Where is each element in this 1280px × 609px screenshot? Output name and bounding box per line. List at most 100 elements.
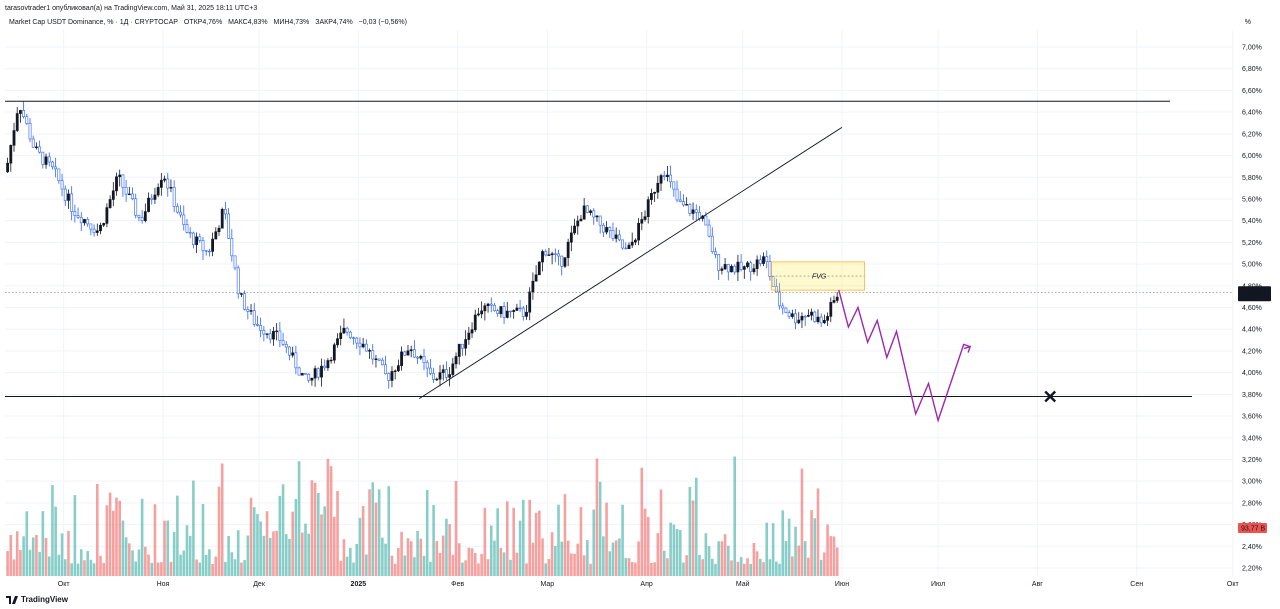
volume-bar — [496, 508, 499, 576]
candle-body — [348, 331, 352, 338]
candle-body — [672, 181, 676, 190]
volume-bar — [582, 555, 586, 576]
volume-bar — [28, 549, 32, 576]
volume-bar — [473, 553, 477, 576]
volume-bar — [371, 482, 375, 576]
volume-bar — [570, 553, 573, 576]
volume-bar — [92, 563, 96, 576]
candle-body — [92, 228, 96, 233]
candle-body — [509, 310, 512, 313]
candle-body — [15, 113, 19, 131]
candle-body — [541, 251, 544, 263]
y-tick-label: 3,80% — [1242, 392, 1262, 399]
candle-body — [342, 327, 346, 334]
candle-body — [473, 314, 477, 330]
volume-bar — [682, 562, 685, 576]
volume-bar — [54, 506, 57, 576]
candle-body — [22, 110, 26, 117]
volume-bar — [345, 556, 349, 576]
candle-body — [156, 187, 160, 196]
volume-bar — [108, 492, 112, 576]
volume-bar — [829, 536, 833, 576]
volume-bar — [409, 541, 413, 576]
y-tick-label: 5,20% — [1242, 240, 1262, 247]
volume-bar — [710, 558, 714, 576]
candle-body — [630, 241, 634, 246]
candle-body — [634, 239, 637, 243]
candle-body — [742, 266, 746, 270]
y-tick-label: 6,00% — [1242, 153, 1262, 160]
candle-body — [211, 238, 214, 252]
volume-bar — [384, 543, 387, 576]
candle-body — [249, 310, 253, 312]
volume-bar — [800, 468, 804, 576]
candle-body — [105, 207, 109, 224]
volume-bar — [400, 531, 403, 576]
candle-body — [54, 166, 58, 170]
volume-bar — [730, 560, 733, 576]
volume-bar — [726, 545, 730, 576]
candle-body — [627, 244, 631, 250]
tradingview-logo[interactable]: TradingView — [6, 595, 68, 604]
candle-body — [457, 343, 461, 357]
candle-body — [137, 214, 141, 218]
volume-bar — [723, 534, 727, 576]
volume-bar — [794, 526, 797, 576]
volume-bar — [281, 484, 285, 576]
candle-body — [451, 363, 455, 375]
candle-body — [198, 236, 202, 241]
candle-body — [499, 306, 503, 315]
volume-bar — [541, 538, 544, 576]
volume-bar — [448, 524, 451, 576]
volume-bar — [115, 497, 118, 576]
y-tick-label: 2,20% — [1242, 566, 1262, 573]
volume-bar — [592, 509, 596, 576]
volume-bar — [249, 497, 253, 576]
volume-bar — [374, 502, 378, 576]
volume-bar — [403, 555, 407, 576]
candle-body — [653, 191, 657, 194]
volume-bar — [614, 540, 618, 576]
candle-body — [393, 370, 397, 372]
candle-body — [60, 180, 64, 190]
volume-bar — [775, 561, 778, 576]
y-tick-label: 5,80% — [1242, 175, 1262, 182]
volume-bar — [233, 559, 237, 576]
volume-bar — [246, 535, 250, 576]
candle-body — [832, 300, 836, 303]
volume-bar — [278, 495, 282, 576]
volume-bar — [813, 518, 817, 576]
volume-bar — [179, 554, 182, 576]
candle-body — [47, 156, 51, 163]
candle-body — [445, 369, 448, 378]
volume-bar — [621, 504, 624, 576]
volume-bar — [83, 560, 86, 576]
volume-bar — [416, 530, 419, 576]
candle-body — [589, 210, 592, 213]
candle-body — [829, 302, 833, 317]
candle-body — [169, 187, 173, 189]
volume-bar — [73, 495, 77, 576]
ohlc-high: МАКС4,83% — [228, 19, 268, 26]
brand-label: TradingView — [21, 595, 68, 604]
volume-bar — [650, 562, 653, 576]
symbol-name[interactable]: Market Cap USDT Dominance, % · 1Д · CRYP… — [9, 19, 178, 26]
price-scale-unit[interactable]: % — [1244, 19, 1251, 26]
candle-body — [118, 174, 122, 178]
candle-body — [291, 352, 295, 356]
candle-body — [150, 197, 154, 200]
volume-bar — [304, 523, 307, 576]
x-tick-label: Июл — [931, 581, 945, 588]
volume-bar — [589, 563, 592, 576]
volume-bar — [486, 559, 490, 576]
candle-body — [675, 188, 679, 201]
candle-body — [416, 356, 419, 359]
y-tick-label: 2,40% — [1242, 544, 1262, 551]
candle-body — [259, 325, 263, 331]
candle-body — [505, 310, 509, 318]
volume-bar — [675, 529, 679, 576]
candle-body — [794, 313, 797, 324]
volume-bar — [201, 503, 205, 576]
candle-body — [9, 144, 13, 164]
